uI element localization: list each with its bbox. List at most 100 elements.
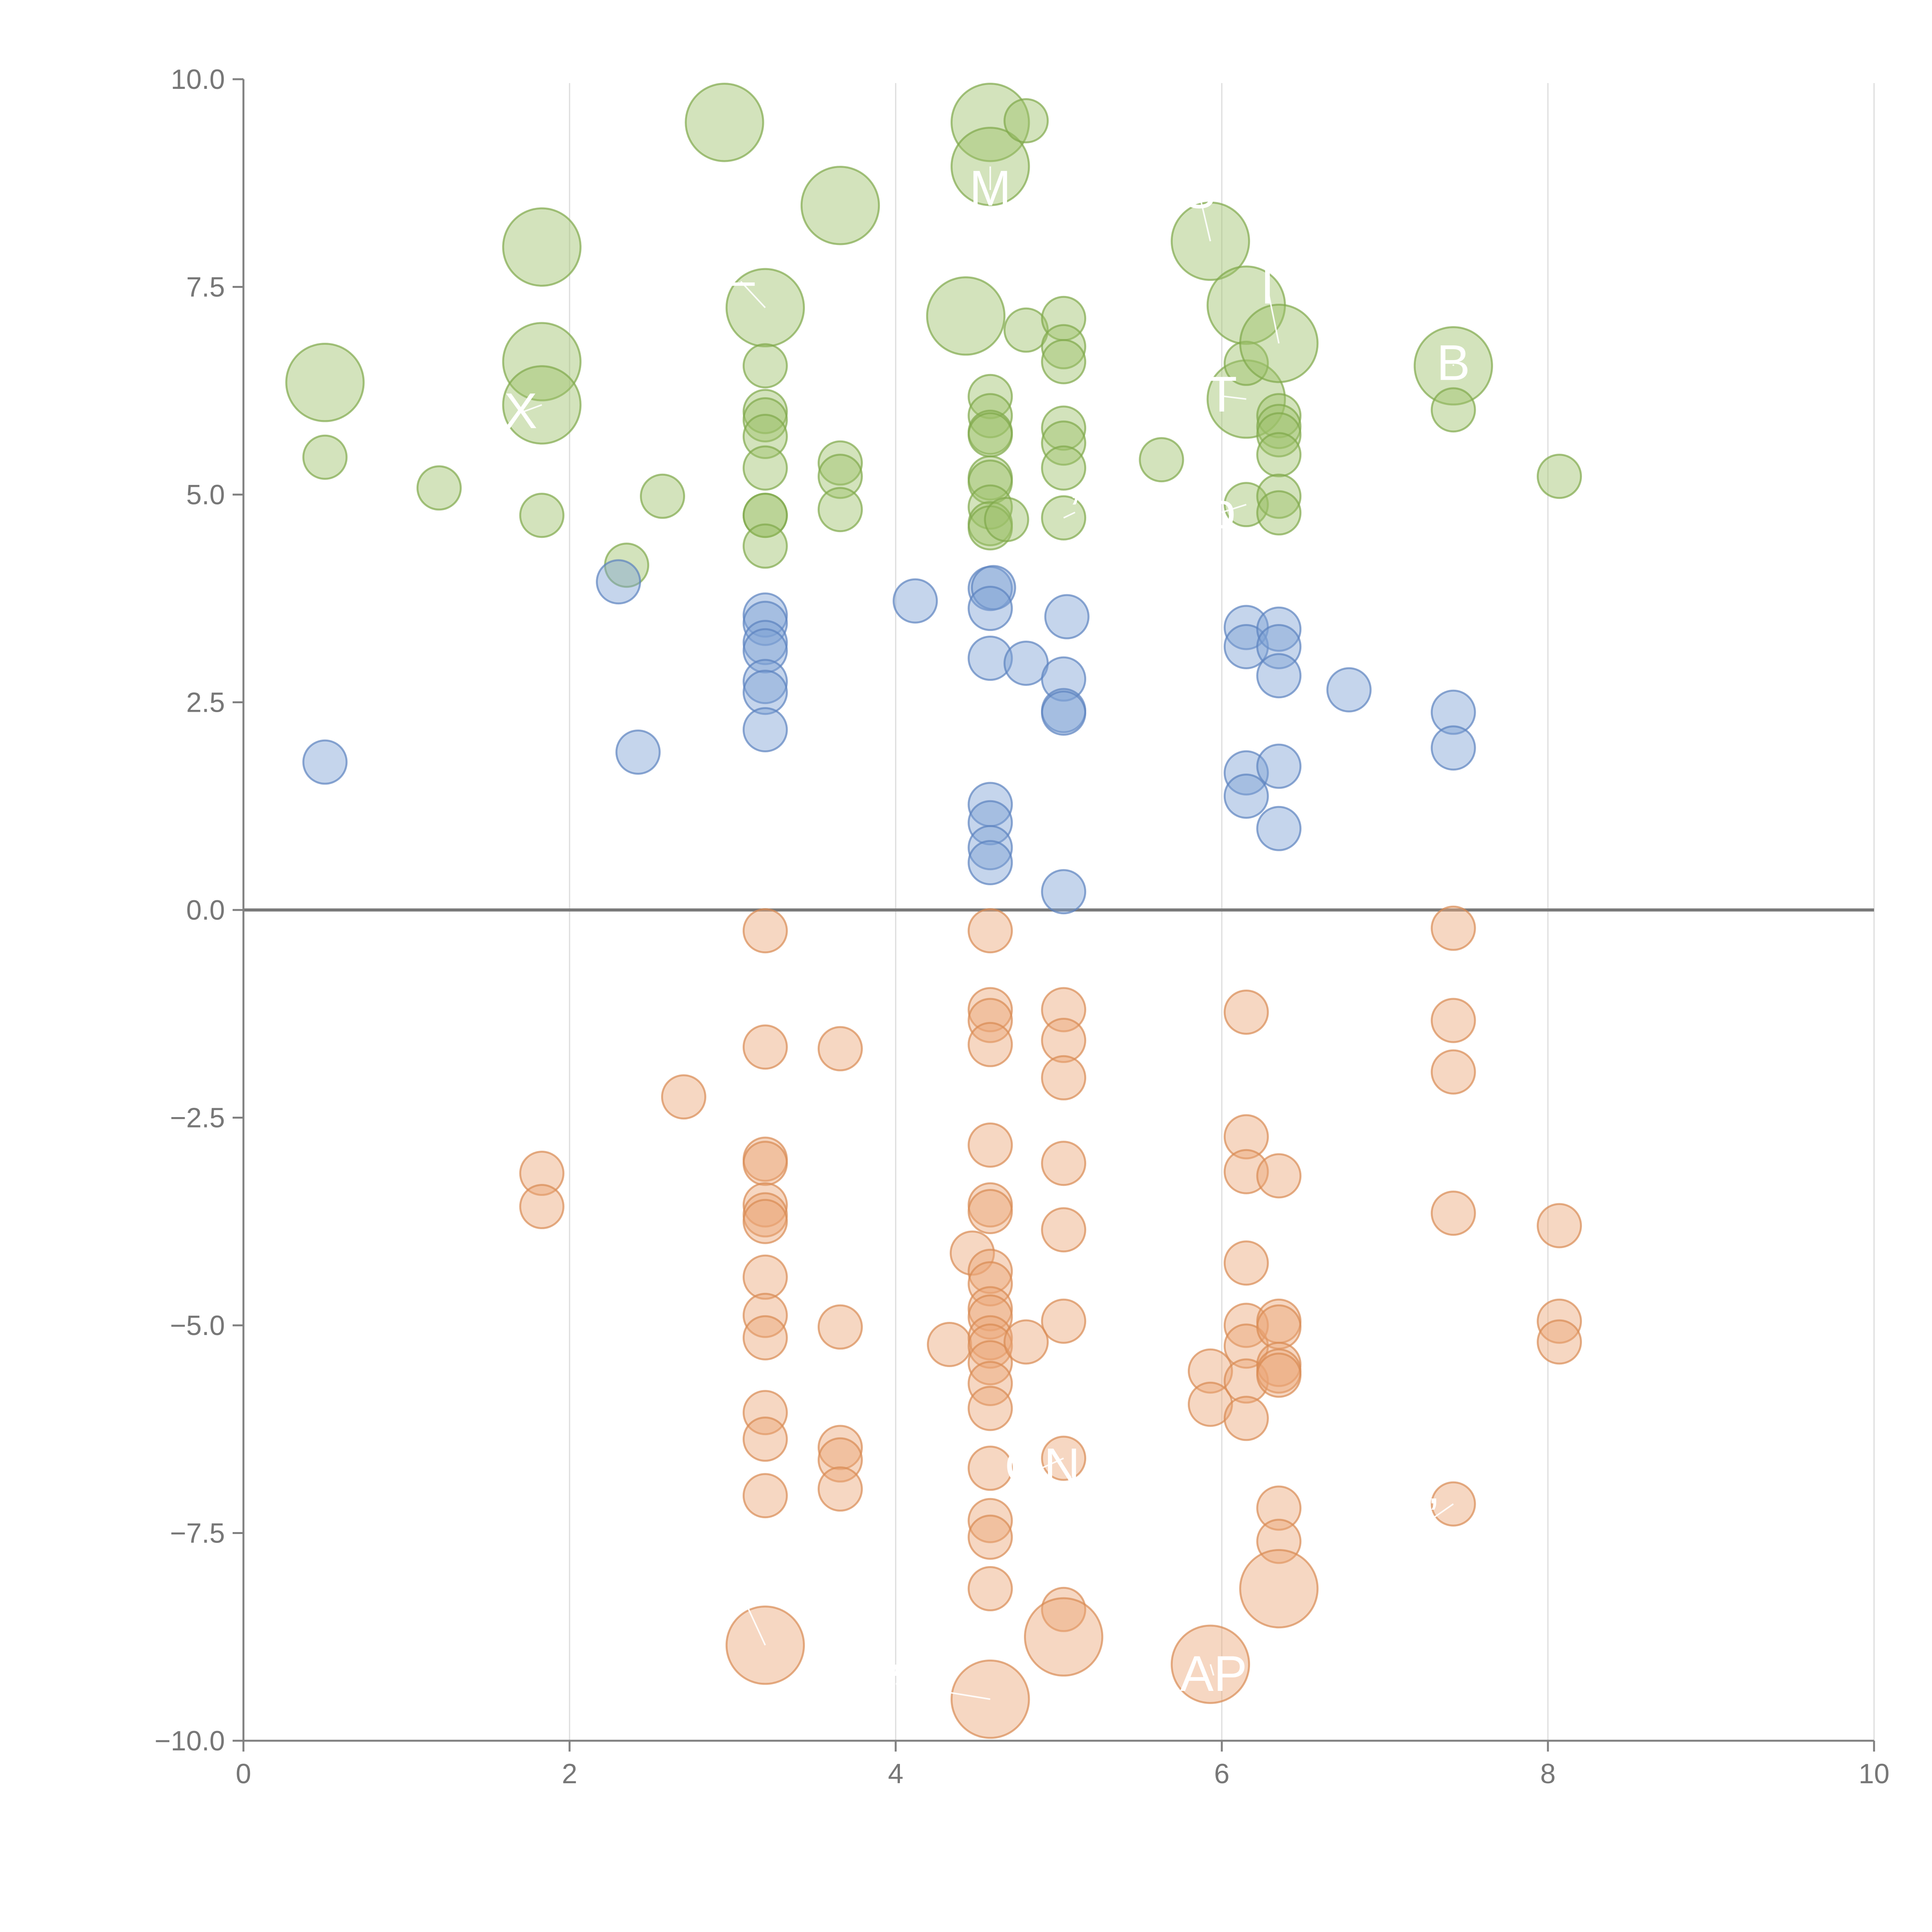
orange-point [1041, 1587, 1087, 1632]
x-tick-label: 10 [1859, 1759, 1889, 1789]
annotation-label: I [1260, 258, 1274, 315]
green-point [285, 343, 365, 422]
orange-point [742, 1417, 788, 1462]
y-tick-label: 5.0 [186, 480, 225, 510]
y-tick-label: 10.0 [171, 64, 225, 95]
x-tick-label: 2 [562, 1759, 577, 1789]
green-point [742, 414, 788, 459]
green-point [800, 166, 880, 245]
orange-point [968, 1446, 1013, 1491]
blue-point [1041, 869, 1087, 915]
annotation-leader [1221, 503, 1247, 513]
orange-point [1041, 1207, 1087, 1253]
green-point [1041, 445, 1087, 491]
annotation-leader [740, 1592, 766, 1646]
annotation-label: ’ [1428, 1488, 1439, 1544]
annotation-label: o [1208, 482, 1236, 539]
orange-point [818, 1466, 863, 1512]
orange-point [1256, 1485, 1302, 1531]
annotation-label: AP [1180, 1645, 1247, 1702]
blue-point [302, 739, 348, 785]
blue-point [893, 578, 938, 624]
orange-point [968, 1022, 1013, 1067]
green-point [1256, 473, 1302, 519]
orange-point [742, 908, 788, 954]
annotation-label: M [969, 160, 1011, 216]
orange-point [1024, 1597, 1104, 1677]
blue-point [742, 600, 788, 646]
blue-point [1256, 743, 1302, 789]
orange-point [1256, 1342, 1302, 1387]
blue-point [968, 586, 1013, 631]
orange-point [1187, 1348, 1233, 1394]
green-point [742, 493, 788, 538]
orange-point [968, 987, 1013, 1032]
orange-point [968, 1566, 1013, 1612]
orange-point [1430, 1049, 1476, 1095]
annotation-label: T [1206, 366, 1237, 422]
green-point [640, 473, 685, 519]
orange-point [818, 1425, 863, 1470]
green-point [1003, 307, 1049, 353]
green-point [1003, 98, 1049, 143]
orange-point [661, 1074, 706, 1120]
y-tick-label: −2.5 [170, 1103, 225, 1134]
orange-point [742, 1390, 788, 1435]
orange-point [1239, 1549, 1319, 1629]
green-point [519, 493, 565, 538]
green-point [1239, 304, 1319, 383]
orange-point [1041, 1018, 1087, 1063]
orange-point [968, 1122, 1013, 1168]
annotation-leader [1198, 192, 1211, 242]
blue-point [1326, 667, 1372, 713]
orange-point [742, 1141, 788, 1186]
blue-point [742, 628, 788, 673]
orange-point [968, 1248, 1013, 1294]
green-point [1256, 393, 1302, 439]
orange-point [1430, 998, 1476, 1043]
x-tick-label: 8 [1540, 1759, 1556, 1789]
x-tick-label: 0 [236, 1759, 251, 1789]
orange-point [1187, 1381, 1233, 1427]
orange-point [1256, 1352, 1302, 1398]
orange-point [1041, 1055, 1087, 1100]
orange-point [742, 1182, 788, 1228]
green-point [1537, 454, 1582, 499]
green-point [818, 487, 863, 532]
orange-point [1256, 1153, 1302, 1199]
green-point [742, 343, 788, 389]
y-tick-label: 0.0 [186, 895, 225, 926]
annotation-label: S [1182, 162, 1216, 219]
orange-point [968, 998, 1013, 1043]
blue-point [1256, 806, 1302, 851]
orange-point [1041, 1298, 1087, 1344]
blue-point [615, 730, 661, 775]
blue-point [742, 707, 788, 752]
green-point [951, 83, 1030, 162]
vertical-gridlines [569, 83, 1875, 1741]
orange-point [927, 1321, 972, 1367]
blue-point [742, 659, 788, 704]
blue-point [968, 825, 1013, 871]
green-point [1041, 405, 1087, 451]
orange-point [742, 1192, 788, 1238]
green-point [1256, 490, 1302, 536]
green-point [742, 445, 788, 491]
green-point [818, 440, 863, 486]
orange-point [968, 1498, 1013, 1543]
y-tick-label: −7.5 [170, 1518, 225, 1549]
orange-point [519, 1151, 565, 1196]
orange-point [818, 1304, 863, 1350]
green-point [968, 393, 1013, 439]
annotation-leader [1042, 1458, 1064, 1469]
blue-point [1223, 624, 1269, 669]
blue-point [968, 636, 1013, 681]
orange-point [1223, 1240, 1269, 1286]
orange-point [1223, 989, 1269, 1035]
axes: 10.0 7.5 5.0 2.5 0.0 −2.5 −5.0 −7.5 −10.0 0 2 4 6 8 10 [155, 64, 1889, 1789]
annotation-leader [1267, 288, 1280, 344]
annotation-label: X [504, 383, 537, 439]
annotation-leader [740, 281, 766, 308]
green-point [1256, 412, 1302, 457]
